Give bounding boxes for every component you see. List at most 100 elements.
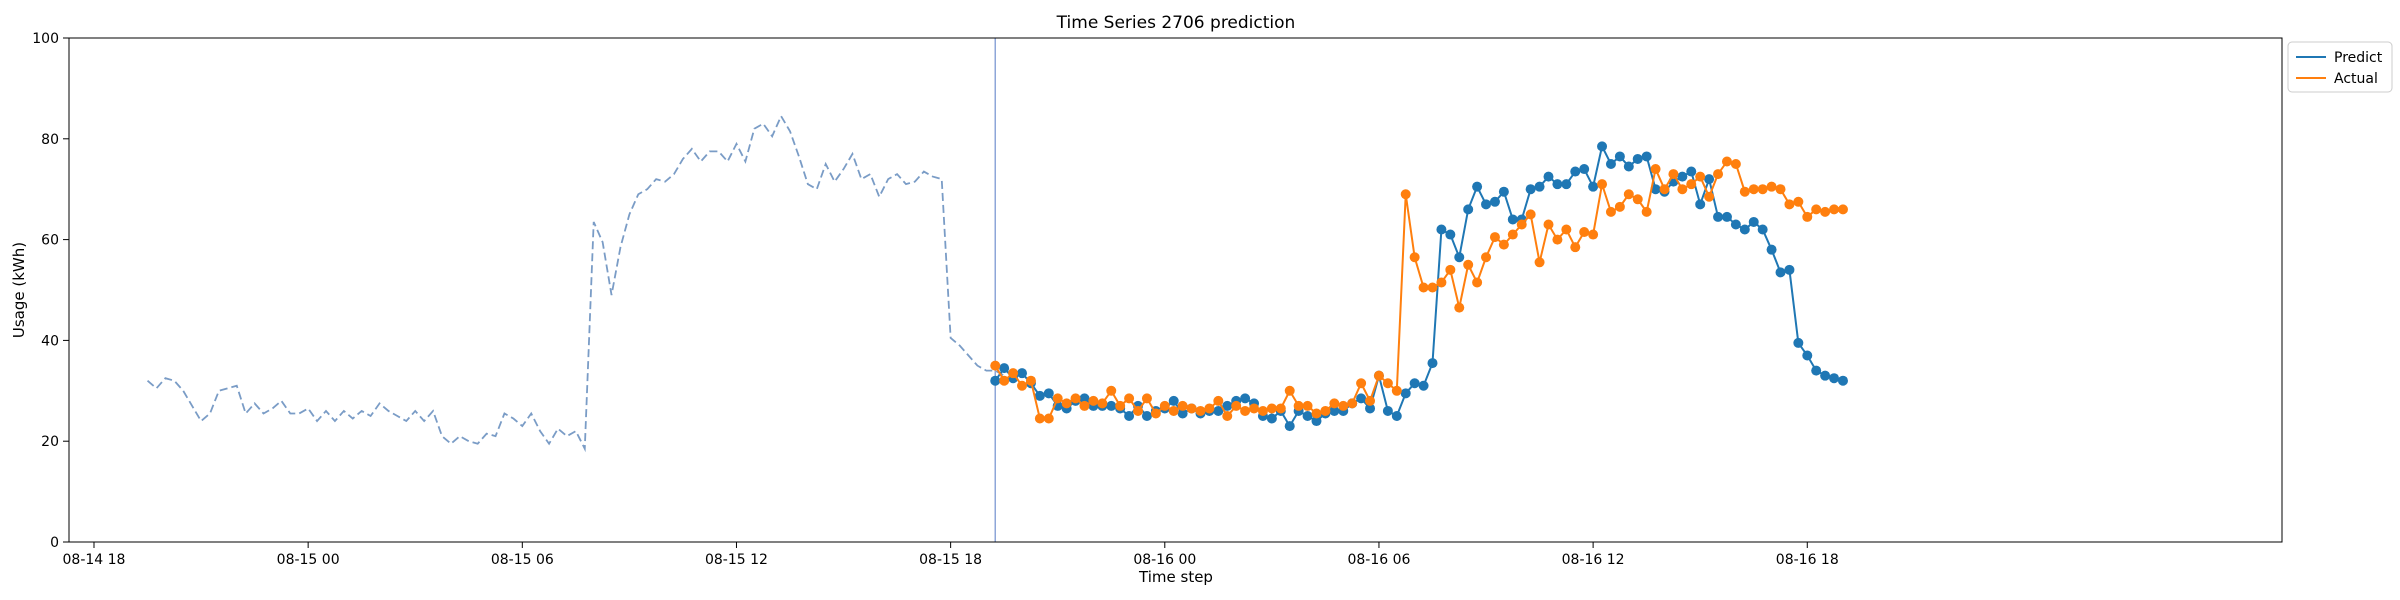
data-point-predict (1739, 224, 1750, 235)
data-point-actual (1588, 229, 1599, 240)
data-point-actual (1837, 204, 1848, 215)
data-point-actual (1249, 403, 1260, 414)
chart-title: Time Series 2706 prediction (1056, 13, 1296, 33)
data-point-actual (1008, 368, 1019, 379)
data-point-actual (1820, 206, 1831, 217)
data-point-actual (1061, 398, 1072, 409)
x-tick-label: 08-16 18 (1776, 552, 1839, 568)
data-point-actual (1195, 405, 1206, 416)
data-point-actual (1686, 179, 1697, 190)
data-point-predict (1597, 141, 1608, 152)
data-point-predict (999, 363, 1010, 374)
data-point-actual (1373, 370, 1384, 381)
data-point-actual (1159, 400, 1170, 411)
data-point-actual (1597, 179, 1608, 190)
data-point-predict (1498, 186, 1509, 197)
legend-label-actual: Actual (2334, 71, 2378, 87)
data-point-actual (1498, 239, 1509, 250)
x-tick-label: 08-16 12 (1562, 552, 1625, 568)
data-point-predict (1757, 224, 1768, 235)
data-point-actual (1668, 169, 1679, 180)
data-point-actual (1641, 206, 1652, 217)
data-point-actual (1115, 400, 1126, 411)
data-point-actual (1168, 405, 1179, 416)
data-point-actual (1034, 413, 1045, 424)
data-point-predict (1436, 224, 1447, 235)
data-point-predict (1605, 159, 1616, 169)
data-point-predict (1454, 252, 1465, 263)
data-point-actual (1222, 411, 1233, 421)
data-point-actual (1275, 403, 1286, 414)
data-point-predict (1811, 365, 1822, 376)
data-point-predict (1445, 229, 1456, 240)
data-point-actual (1775, 184, 1786, 195)
data-point-actual (1017, 380, 1028, 391)
data-point-predict (1614, 151, 1625, 162)
data-point-actual (999, 375, 1010, 386)
data-point-actual (1605, 206, 1616, 217)
data-point-predict (1695, 199, 1706, 210)
data-point-actual (1570, 242, 1581, 253)
data-point-actual (1150, 408, 1161, 419)
data-point-actual (1561, 224, 1572, 235)
data-point-predict (1409, 378, 1420, 389)
data-point-actual (1124, 393, 1135, 404)
data-point-actual (1489, 232, 1500, 243)
data-point-actual (1409, 252, 1420, 263)
data-point-predict (1382, 405, 1393, 416)
legend-box (2287, 41, 2393, 93)
data-point-actual (1614, 201, 1625, 212)
data-point-actual (1677, 184, 1688, 195)
data-point-predict (990, 375, 1001, 386)
data-point-predict (1543, 171, 1554, 182)
data-point-predict (1748, 216, 1759, 227)
data-point-predict (1570, 166, 1581, 177)
data-point-predict (1391, 411, 1402, 421)
data-point-predict (1400, 388, 1411, 399)
data-point-actual (1293, 400, 1304, 411)
data-point-predict (1489, 196, 1500, 207)
data-point-actual (1579, 227, 1590, 238)
data-point-actual (1070, 393, 1081, 404)
data-point-actual (1052, 393, 1063, 404)
data-point-actual (1713, 169, 1724, 180)
data-point-predict (1802, 350, 1813, 361)
data-point-actual (1802, 211, 1813, 222)
x-tick-label: 08-16 06 (1347, 552, 1410, 568)
data-point-actual (1284, 385, 1295, 396)
data-point-predict (1837, 375, 1848, 386)
axes: 0 20 40 60 80 100 08-14 18 08-15 00 08-15 06 08-1… (32, 31, 1838, 568)
data-point-actual (1811, 204, 1822, 215)
plot-area (146, 38, 1848, 542)
data-point-predict (1686, 166, 1697, 177)
x-tick-label: 08-15 00 (277, 552, 340, 568)
data-point-actual (1400, 189, 1411, 200)
data-point-actual (1025, 375, 1036, 386)
data-point-predict (1641, 151, 1652, 162)
data-point-predict (1017, 368, 1028, 379)
data-point-actual (1721, 156, 1732, 167)
data-point-predict (1356, 393, 1367, 404)
data-point-predict (1561, 179, 1572, 190)
data-point-predict (1240, 393, 1251, 404)
data-point-actual (1623, 189, 1634, 200)
data-point-actual (1472, 277, 1483, 288)
data-point-actual (1436, 277, 1447, 288)
y-tick-label: 40 (41, 333, 59, 349)
plot-frame (68, 37, 2283, 543)
data-point-actual (1302, 400, 1313, 411)
data-point-predict (1481, 199, 1492, 210)
data-point-predict (1588, 181, 1599, 192)
y-tick-label: 60 (41, 233, 59, 249)
data-point-predict (1266, 413, 1277, 424)
data-point-actual (1240, 405, 1251, 416)
data-point-actual (1347, 398, 1358, 409)
x-tick-label: 08-14 18 (63, 552, 126, 568)
data-point-actual (1427, 282, 1438, 293)
data-point-predict (1713, 211, 1724, 222)
data-point-actual (1445, 264, 1456, 275)
data-point-predict (1784, 264, 1795, 275)
data-point-predict (1623, 161, 1634, 172)
data-point-actual (1382, 378, 1393, 389)
